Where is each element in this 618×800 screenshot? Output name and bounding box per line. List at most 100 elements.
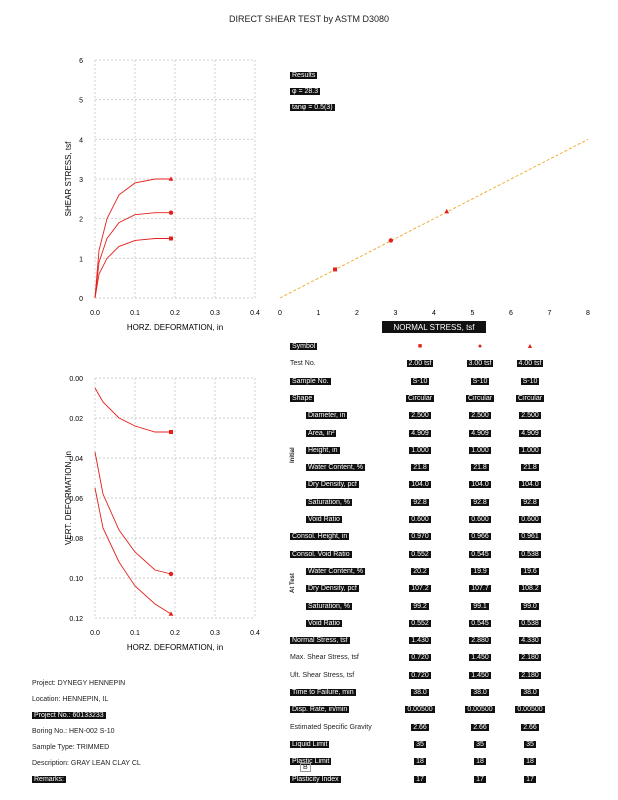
cell-value: 38.0 [411,689,429,696]
cell-value: 99.1 [471,602,489,610]
cell-value: 35 [524,740,536,748]
row-label: Dry Density, pcf [306,585,359,593]
cell-value: 0.538 [519,550,541,558]
series-end-marker [169,236,173,241]
cell-value: 21.8 [411,464,429,472]
cell-value: 107.2 [409,585,431,593]
row-label: Estimated Specific Gravity [290,723,372,731]
cell-value: 92.8 [411,498,429,506]
cell-value: 2.500 [469,412,491,420]
y-tick-label: 3 [79,177,83,184]
y-tick-label: 5 [79,98,83,105]
row-label: Shape [290,394,315,402]
series-end-marker [168,210,174,215]
cell-value: 19.9 [471,567,489,575]
cell-value: 2.66 [471,723,489,731]
cell-value: 4.909 [409,429,431,437]
table-row: Ult. Shear Stress, tsf 0.720 1.450 2.180 [290,671,590,686]
table-row: Saturation, % 92.8 92.8 92.8 [290,498,590,513]
table-row: Plasticity Index 17 17 17 [290,775,590,790]
table-row: Water Content, % 20.2 19.9 19.6 [290,567,590,582]
cell-value: 4.909 [469,429,491,437]
row-label: Normal Stress, tsf [290,637,350,645]
project-info-line: Project: DYNEGY HENNEPIN [32,680,126,687]
table-row: Time to Failure, min 38.0 38.0 38.0 [290,689,590,703]
cell-value: 2.880 [469,637,491,645]
y-tick-label: 0.08 [69,536,83,543]
cell-value: 17 [414,775,426,783]
x-tick-label: 8 [586,310,590,317]
cell-value: 35 [474,740,486,748]
cell-value: 17 [474,775,486,783]
fit-results-title: Results [290,72,318,79]
cell-value: 4.330 [519,637,541,645]
table-row: Shape Circular Circular Circular [290,394,590,409]
cell-value: 0.545 [469,619,491,627]
cell-value: 1.450 [469,654,491,662]
series-end-marker [168,611,174,616]
cell-value: 0.600 [519,516,541,523]
cell-value: S-10 [520,377,540,385]
x-tick-label: 3 [394,310,398,317]
x-tick-label: 2 [355,310,359,317]
cell-value: 18 [524,758,536,766]
y-tick-label: 2 [79,217,83,224]
row-label: Time to Failure, min [290,689,356,696]
cell-value: 18 [414,758,426,766]
row-label: Max. Shear Stress, tsf [290,654,359,662]
x-tick-label: 0.1 [130,310,140,317]
cell-value: 20.2 [411,567,429,575]
shear-stress-chart: 0.0 0.1 0.2 0.3 0.4 0 1 2 3 4 5 6 HORZ. DEFORMATION,… [64,58,260,332]
table-row: Symbol ■ ● ▲ [290,343,590,357]
x-tick-label: 0.4 [250,630,260,637]
y-tick-label: 0.04 [69,456,83,463]
row-label: Saturation, % [306,602,353,610]
y-tick-label: 0.00 [69,376,83,383]
x-tick-label: 0.1 [130,630,140,637]
cell-value: 1.000 [409,446,431,454]
cell-value: 0.966 [469,533,491,541]
y-tick-label: 6 [79,58,83,65]
data-point [388,238,394,243]
table-row: Disp. Rate, in/min 0.00500 0.00500 0.00500 [290,706,590,720]
row-label: Disp. Rate, in/min [290,706,350,714]
fit-phi: φ = 28.3 [290,88,321,95]
series-line [94,487,172,615]
cell-value: ▲ [526,343,534,350]
vertical-deformation-chart: 0.0 0.1 0.2 0.3 0.4 0.00 0.02 0.04 0.06 0.08 0.10 0… [64,376,260,652]
series-end-marker [168,571,174,577]
failure-envelope-chart: 0 1 2 3 4 5 6 7 8 NORMAL STRESS, tsf [278,138,590,333]
cell-value: 18 [474,758,486,766]
x-tick-label: 0.2 [170,310,180,317]
x-tick-label: 4 [432,310,436,317]
cell-value: 19.6 [521,567,539,575]
x-tick-label: 0 [278,310,282,317]
fit-results-box: Results φ = 28.3 tanφ = 0.5(3) [290,68,335,116]
table-row: Dry Density, pcf 104.0 104.0 104.0 [290,481,590,495]
cell-value: 2.66 [411,723,429,731]
series-line [94,178,171,299]
cell-value: 1.000 [519,446,541,454]
cell-value: 0.720 [409,654,431,662]
table-row: Sample No. S-10 S-10 S-10 [290,377,590,392]
row-label: Ult. Shear Stress, tsf [290,671,355,679]
x-tick-label: 0.3 [210,310,220,317]
table-row: Area, in² 4.909 4.909 4.909 [290,429,590,444]
cell-value: 0.00500 [465,706,495,714]
cell-value: 1.000 [469,446,491,454]
y-tick-label: 0.02 [69,416,83,423]
row-label: Plasticity Index [290,775,341,783]
table-row: Consol. Height, in 0.970 0.966 0.961 [290,533,590,547]
x-axis-label: HORZ. DEFORMATION, in [127,323,223,332]
cell-value: 104.0 [409,481,431,489]
y-axis-label: VERT. DEFORMATION, in [64,451,73,545]
failure-envelope-line [279,138,589,299]
x-tick-label: 0.0 [90,630,100,637]
row-label: Area, in² [306,429,337,437]
row-label: Dry Density, pcf [306,481,359,489]
cell-value: 104.0 [469,481,491,489]
project-info-line: Project No.: 60133233 [32,712,106,719]
row-label: Diameter, in [306,412,348,420]
table-row: Consol. Void Ratio 0.552 0.545 0.538 [290,550,590,565]
table-row: Saturation, % 99.2 99.1 99.0 [290,602,590,617]
